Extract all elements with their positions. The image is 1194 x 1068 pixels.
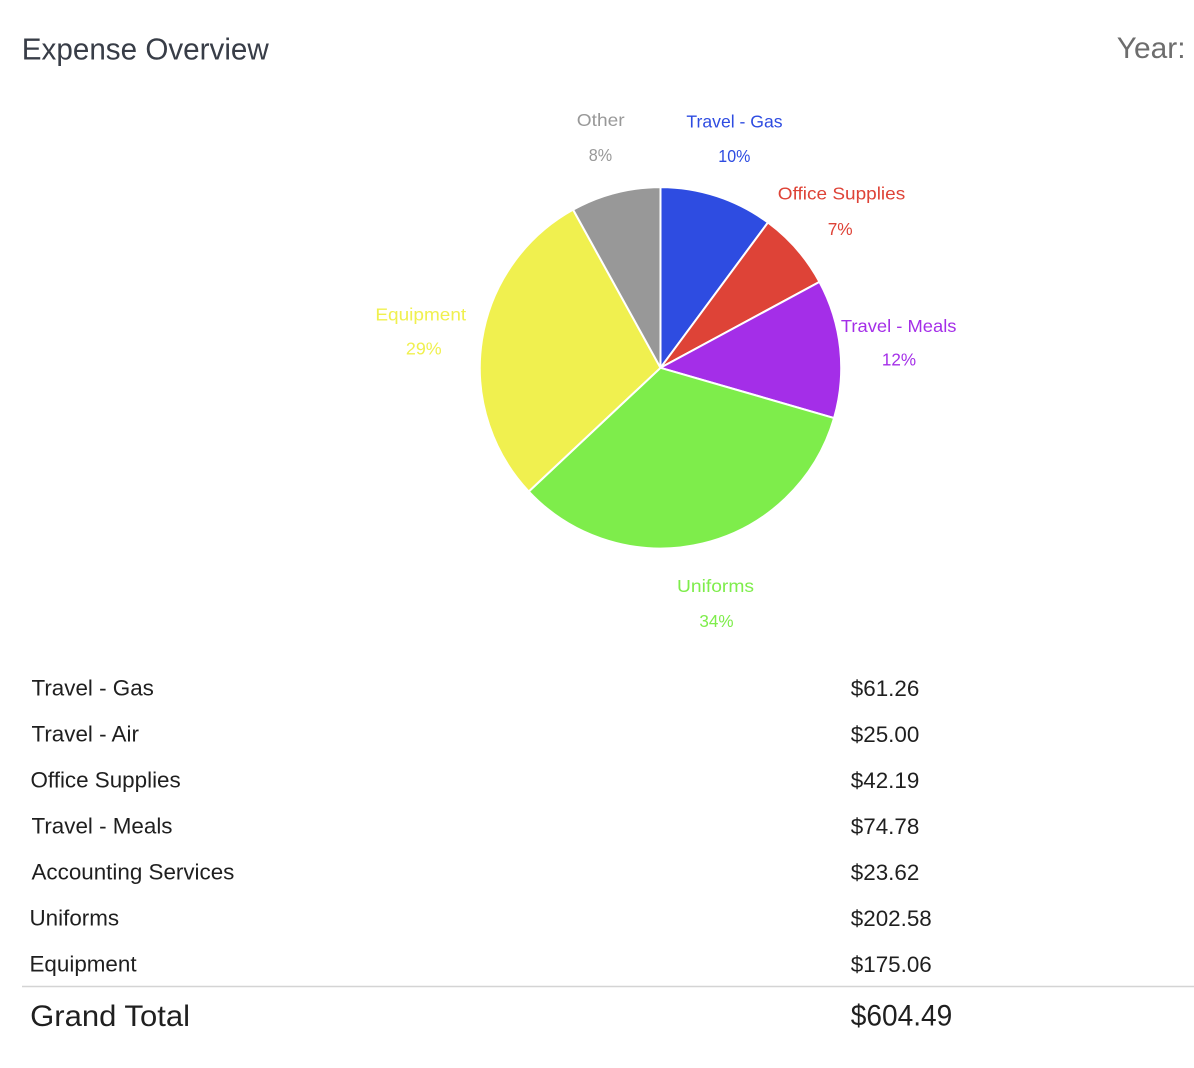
svg-text:$74.78: $74.78 — [851, 814, 919, 839]
svg-text:Expense Overview: Expense Overview — [22, 32, 270, 67]
svg-text:10%: 10% — [718, 146, 750, 166]
svg-text:Equipment: Equipment — [375, 304, 466, 324]
svg-text:Travel - Meals: Travel - Meals — [841, 316, 957, 336]
svg-text:Travel - Air: Travel - Air — [32, 722, 140, 747]
svg-text:$175.06: $175.06 — [851, 952, 932, 977]
svg-text:Office Supplies: Office Supplies — [778, 184, 906, 204]
svg-text:29%: 29% — [406, 339, 442, 359]
svg-text:$25.00: $25.00 — [851, 722, 919, 747]
svg-text:12%: 12% — [882, 350, 916, 370]
svg-text:Year:: Year: — [1117, 32, 1186, 65]
svg-text:Office Supplies: Office Supplies — [31, 768, 181, 793]
svg-text:$604.49: $604.49 — [851, 1000, 953, 1033]
svg-text:Accounting Services: Accounting Services — [32, 860, 235, 885]
svg-text:$42.19: $42.19 — [851, 768, 919, 793]
svg-text:Other: Other — [577, 110, 625, 130]
svg-text:Travel - Meals: Travel - Meals — [32, 814, 173, 839]
svg-text:$23.62: $23.62 — [851, 860, 919, 885]
svg-text:$61.26: $61.26 — [851, 676, 919, 701]
svg-text:8%: 8% — [589, 145, 613, 165]
svg-text:Travel - Gas: Travel - Gas — [686, 112, 782, 132]
svg-text:34%: 34% — [699, 611, 733, 631]
svg-text:Uniforms: Uniforms — [30, 906, 120, 931]
svg-text:$202.58: $202.58 — [851, 906, 932, 931]
svg-text:Uniforms: Uniforms — [677, 576, 754, 596]
svg-text:Grand Total: Grand Total — [30, 1000, 190, 1033]
svg-text:Equipment: Equipment — [30, 952, 138, 977]
svg-text:7%: 7% — [828, 219, 853, 239]
svg-text:Travel - Gas: Travel - Gas — [32, 676, 154, 701]
